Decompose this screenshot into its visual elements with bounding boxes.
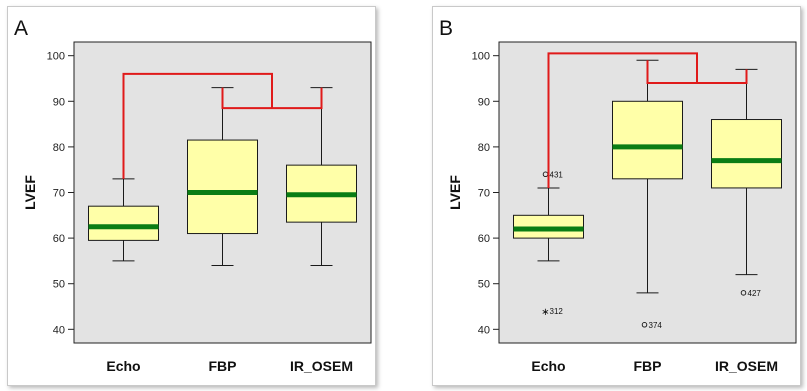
box-echo [88, 205, 159, 241]
y-tick-label: 60 [53, 233, 65, 245]
chart-panel-b: B 40 50 60 70 80 90 100 LVEF Echo FBP IR_OSEM 431 ∗ 3… [432, 6, 801, 386]
y-tick-label: 50 [478, 279, 490, 291]
y-tick-label: 80 [53, 142, 65, 154]
boxplot-chart-b: 40 50 60 70 80 90 100 LVEF Echo FBP IR_OSEM 431 ∗ 312… [447, 41, 797, 374]
y-tick-label: 100 [472, 51, 490, 63]
outlier-marker-circle [740, 290, 747, 296]
box-fbp [187, 139, 258, 235]
outlier-label: 374 [649, 321, 663, 330]
panel-label-b: B [439, 17, 454, 40]
chart-panel-a: A 40 50 60 70 80 90 100 LVEF Echo FBP IR_OSEM [7, 6, 376, 386]
x-category-label: FBP [634, 358, 662, 374]
y-axis-label: LVEF [447, 175, 463, 210]
y-tick-label: 100 [47, 51, 65, 63]
bracket-echo-pair [122, 72, 273, 179]
y-tick-label: 70 [53, 188, 65, 200]
outlier-label: 427 [748, 289, 762, 298]
bracket-echo-pair [547, 52, 698, 188]
boxplot-chart-a: 40 50 60 70 80 90 100 LVEF Echo FBP IR_OSEM [22, 41, 372, 374]
y-tick-label: 40 [53, 324, 65, 336]
y-tick-label: 40 [478, 324, 490, 336]
outlier-label: 312 [550, 307, 564, 316]
y-tick-label: 80 [478, 142, 490, 154]
outlier-marker-circle [641, 322, 648, 328]
x-category-label: IR_OSEM [290, 358, 353, 374]
y-tick-label: 50 [53, 279, 65, 291]
x-category-label: Echo [531, 358, 565, 374]
y-tick-label: 70 [478, 188, 490, 200]
outlier-marker-star: ∗ [541, 307, 549, 318]
y-tick-label: 90 [53, 96, 65, 108]
x-category-label: Echo [106, 358, 140, 374]
panel-label-a: A [14, 17, 29, 40]
y-tick-label: 90 [478, 96, 490, 108]
outlier-label: 431 [550, 170, 564, 179]
box-ir_osem [711, 119, 782, 189]
x-category-label: IR_OSEM [715, 358, 778, 374]
x-category-label: FBP [209, 358, 237, 374]
y-axis-label: LVEF [22, 175, 38, 210]
y-tick-label: 60 [478, 233, 490, 245]
box-fbp [612, 100, 683, 180]
